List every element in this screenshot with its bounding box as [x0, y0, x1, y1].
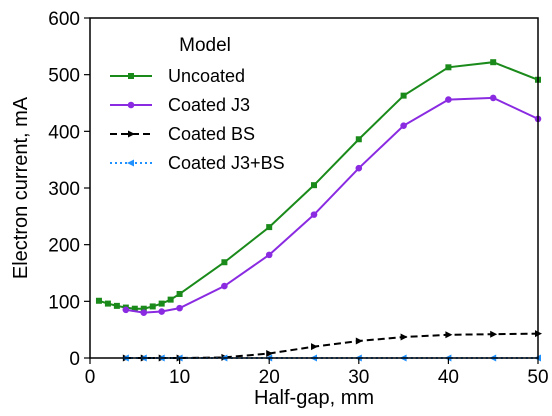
data-point	[265, 251, 273, 259]
x-tick-label: 30	[348, 367, 369, 388]
data-point	[400, 122, 407, 129]
data-point	[445, 64, 452, 71]
data-point	[489, 94, 497, 102]
legend-swatch-marker	[127, 101, 135, 109]
data-point	[140, 309, 148, 316]
legend-title: Model	[179, 35, 231, 56]
y-tick-label: 200	[48, 236, 80, 257]
legend-swatch-marker	[128, 130, 135, 138]
data-point	[355, 337, 363, 345]
x-tick-label: 20	[259, 367, 280, 388]
x-tick-label: 50	[527, 367, 548, 388]
data-point	[490, 330, 498, 338]
legend-label: Coated J3	[168, 95, 250, 115]
y-tick-label: 500	[48, 66, 80, 87]
data-point	[104, 300, 111, 307]
y-axis-label: Electron current, mA	[10, 96, 32, 279]
data-point	[131, 305, 138, 312]
data-point	[445, 331, 453, 339]
series-line	[125, 332, 539, 359]
y-tick-label: 600	[48, 9, 80, 30]
data-point	[490, 59, 497, 66]
series-1	[122, 94, 542, 316]
legend-label: Coated BS	[168, 124, 255, 144]
data-point	[221, 282, 228, 290]
data-point	[266, 349, 274, 357]
legend-swatch-marker	[127, 159, 134, 167]
y-tick-label: 300	[48, 179, 80, 200]
legend-label: Uncoated	[168, 66, 245, 86]
series-0	[95, 59, 541, 312]
y-tick-label: 0	[69, 349, 80, 370]
data-point	[95, 297, 102, 304]
data-point	[113, 302, 120, 309]
data-point	[266, 224, 273, 231]
data-point	[176, 304, 183, 312]
data-point	[140, 305, 147, 312]
data-point	[176, 290, 183, 297]
data-point	[400, 92, 407, 99]
y-tick-label: 400	[48, 122, 80, 143]
x-tick-label: 10	[169, 367, 190, 388]
series-2	[122, 330, 542, 362]
data-point	[158, 300, 165, 307]
legend-label: Coated J3+BS	[168, 153, 285, 173]
y-tick-label: 100	[48, 292, 80, 313]
data-point	[311, 182, 317, 189]
data-point	[311, 343, 318, 351]
x-tick-label: 40	[438, 367, 459, 388]
legend: Model Uncoated Coated J3 Coated BS Coated J3…	[110, 35, 285, 173]
data-point	[167, 296, 174, 303]
legend-item: Coated J3	[110, 95, 250, 115]
x-tick-label: 0	[85, 367, 96, 388]
x-axis-label: Half-gap, mm	[254, 387, 374, 409]
data-point	[355, 164, 363, 172]
data-point	[221, 259, 228, 266]
series-layer	[95, 59, 542, 362]
data-point	[400, 333, 408, 341]
data-point	[355, 136, 362, 143]
legend-swatch-marker	[128, 73, 134, 79]
data-point	[310, 211, 318, 218]
data-point	[149, 303, 156, 310]
legend-item: Coated BS	[110, 124, 255, 144]
data-point	[445, 96, 452, 103]
legend-item: Uncoated	[110, 66, 245, 86]
data-point	[122, 306, 130, 314]
data-point	[158, 308, 165, 315]
legend-item: Coated J3+BS	[110, 153, 285, 173]
